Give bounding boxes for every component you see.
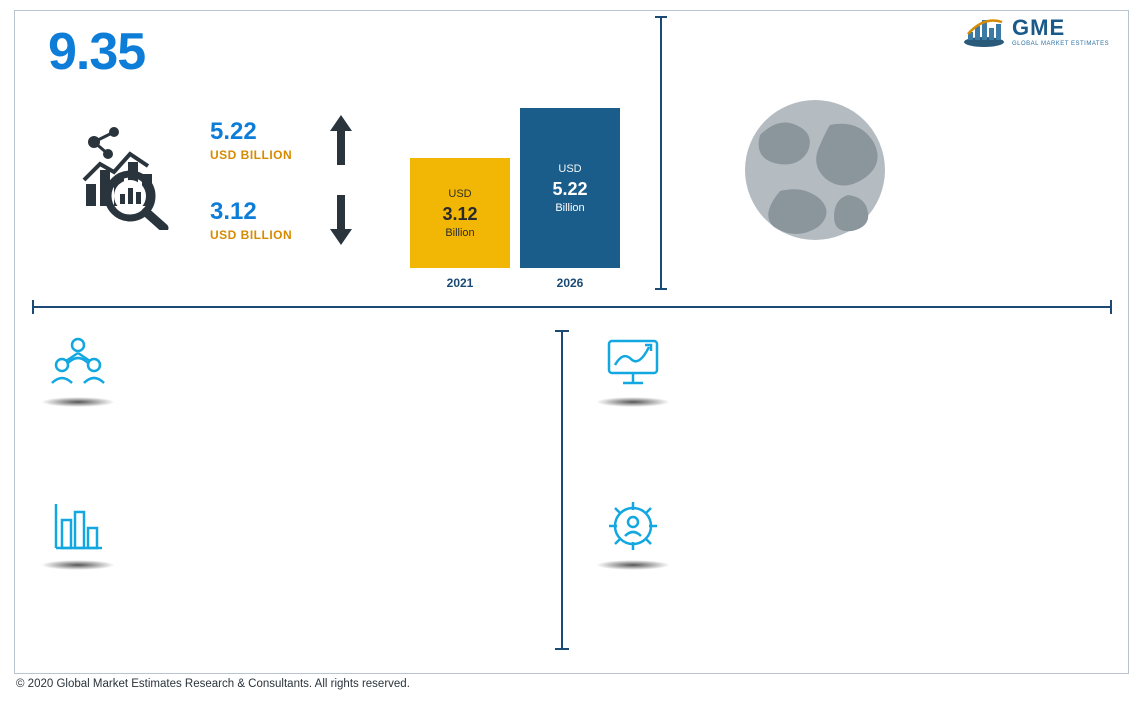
arrow-down-icon: [330, 195, 352, 245]
divider-cap: [655, 288, 667, 290]
quad-bottom-right: [593, 498, 673, 570]
cagr-value: 9.35: [48, 22, 145, 82]
metric-high: 5.22 USD BILLION: [210, 118, 400, 162]
metric-low: 3.12 USD BILLION: [210, 198, 400, 242]
divider-vertical-bottom: [561, 330, 563, 650]
bar-graph-icon: [48, 498, 108, 554]
bar-2026: USD 5.22 Billion: [520, 108, 620, 268]
quad-top-right: [593, 335, 673, 407]
icon-shadow: [596, 560, 670, 570]
globe-icon: [730, 95, 900, 245]
divider-cap: [655, 16, 667, 18]
bar-2021-year: 2021: [410, 276, 510, 290]
logo: GME GLOBAL MARKET ESTIMATES: [962, 10, 1122, 52]
monitor-chart-icon: [603, 335, 663, 391]
bar-2021-currency: USD: [448, 188, 471, 200]
copyright-text: © 2020 Global Market Estimates Research …: [16, 678, 410, 690]
analytics-icon: [80, 120, 180, 230]
metric-low-value: 3.12: [210, 198, 400, 226]
bar-2021: USD 3.12 Billion: [410, 158, 510, 268]
target-person-icon: [603, 498, 663, 554]
icon-shadow: [596, 397, 670, 407]
divider-cap: [1110, 300, 1112, 314]
bar-chart: USD 3.12 Billion 2021 USD 5.22 Billion 2…: [410, 90, 640, 290]
bar-2021-value: 3.12: [442, 204, 477, 225]
metric-low-unit: USD BILLION: [210, 228, 400, 242]
divider-cap: [32, 300, 34, 314]
metric-high-unit: USD BILLION: [210, 148, 400, 162]
bar-2026-value: 5.22: [552, 179, 587, 200]
metric-high-value: 5.22: [210, 118, 400, 146]
bar-2026-unit: Billion: [555, 202, 584, 214]
quad-top-left: [38, 335, 118, 407]
logo-icon: [962, 14, 1006, 48]
bar-2026-currency: USD: [558, 163, 581, 175]
bar-2026-year: 2026: [520, 276, 620, 290]
bar-2021-unit: Billion: [445, 227, 474, 239]
arrow-up-icon: [330, 115, 352, 165]
logo-subtext: GLOBAL MARKET ESTIMATES: [1012, 41, 1109, 47]
icon-shadow: [41, 397, 115, 407]
quad-bottom-left: [38, 498, 118, 570]
divider-cap: [555, 330, 569, 332]
divider-vertical-top: [660, 16, 662, 290]
divider-cap: [555, 648, 569, 650]
icon-shadow: [41, 560, 115, 570]
logo-text: GME: [1012, 15, 1109, 41]
people-icon: [48, 335, 108, 391]
divider-horizontal-mid: [32, 306, 1112, 308]
